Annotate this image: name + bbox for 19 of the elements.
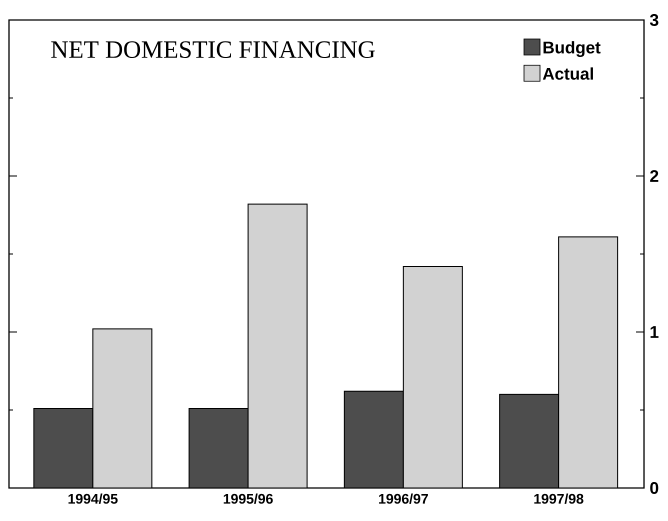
bar [33,408,94,488]
y-tick-label: 3 [650,14,658,26]
y-tick-label: 2 [650,170,658,182]
x-tick-label: 1997/98 [534,494,584,504]
bar [499,394,560,488]
bar [344,390,404,488]
bar [189,408,248,488]
bar [248,204,308,488]
x-tick-label: 1995/96 [224,494,273,504]
bar [558,236,618,488]
legend-label: Actual [542,67,593,80]
bar [402,266,463,488]
y-tick-label: 1 [650,326,658,338]
y-tick-label: 0 [650,482,658,494]
x-tick-label: 1994/95 [68,494,118,504]
text: NET DOMESTIC FINANCING [51,41,375,58]
legend-label: Budget [544,41,601,57]
bar [92,328,152,488]
x-tick-label: 1996/97 [379,494,428,504]
